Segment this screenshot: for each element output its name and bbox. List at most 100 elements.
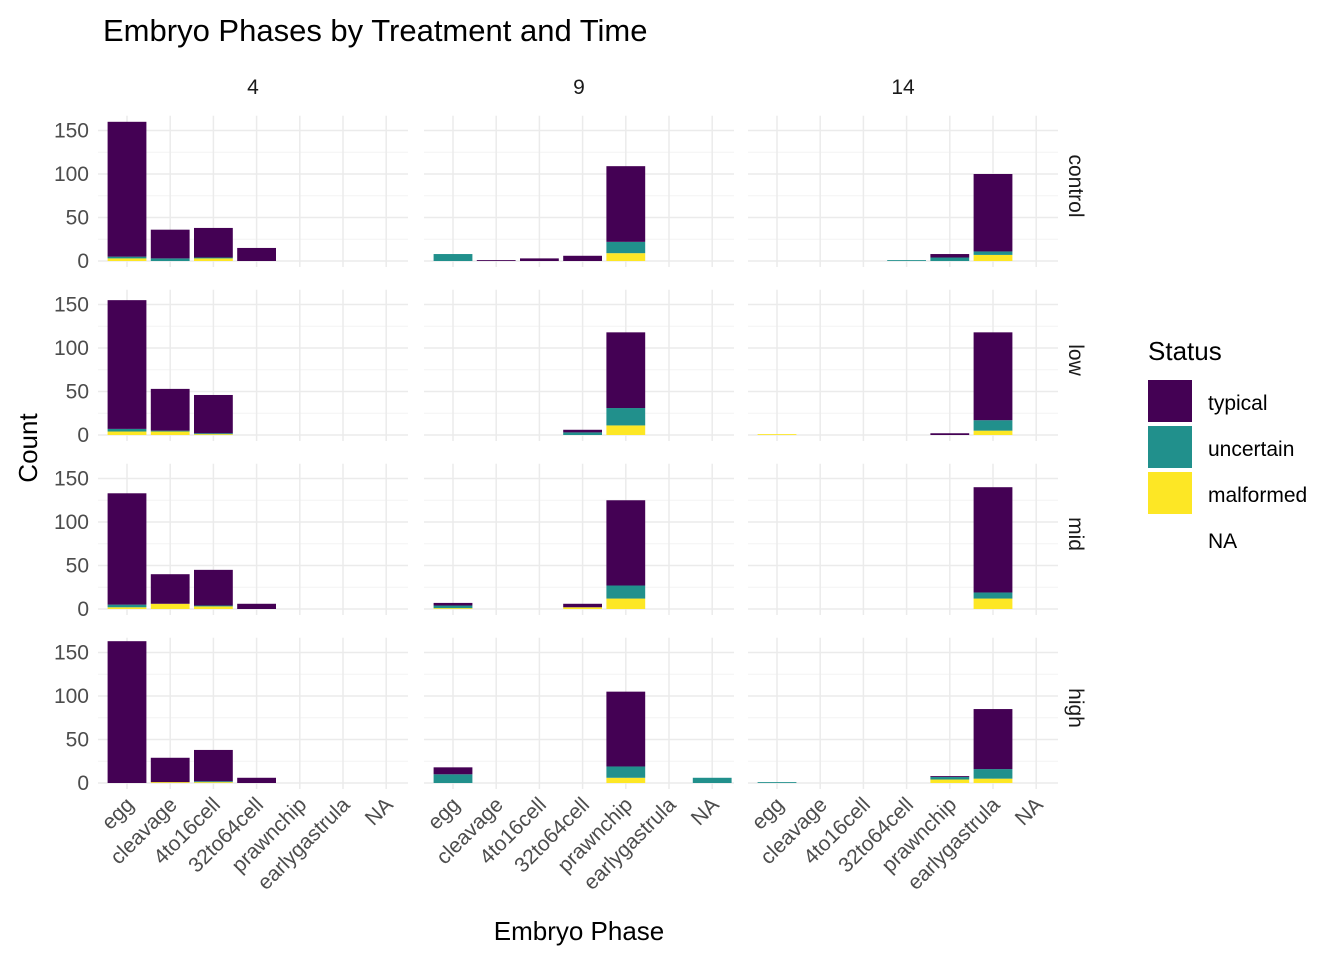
bar-segment-typical [520,258,559,261]
bar-segment-uncertain [433,605,473,609]
legend-label: malformed [1208,484,1307,507]
bar-segment-typical [107,300,147,429]
bar-segment-malformed [194,434,233,435]
bar-layer [107,121,1013,783]
bar-segment-uncertain [150,258,190,261]
y-tick-label: 50 [66,207,89,230]
facet-row-label: low [1064,344,1087,376]
bar-segment-typical [563,603,602,608]
bar-segment-uncertain [930,776,970,780]
bar-segment-uncertain [606,585,646,599]
y-tick-label: 100 [54,685,89,708]
bar-segment-typical [563,255,602,261]
bar-segment-uncertain [433,254,473,261]
bar-segment-malformed [107,431,147,435]
bar-segment-typical [476,260,516,261]
bar-segment-typical [150,388,190,431]
legend: Status typical uncertain malformed NA [1148,336,1307,560]
bar-segment-malformed [973,598,1013,609]
bar-segment-uncertain [973,251,1013,255]
bar-segment-malformed [107,607,147,609]
bar-segment-typical [194,749,233,782]
bar-segment-malformed [150,603,190,609]
bar-segment-uncertain [973,592,1013,599]
y-tick-label: 0 [77,250,89,273]
bar-segment-malformed [107,258,147,261]
bar-segment-typical [150,757,190,783]
bar-segment-malformed [930,779,970,783]
bar-segment-malformed [194,258,233,261]
bar-segment-typical [973,332,1013,421]
facet-column-label: 14 [891,76,915,99]
bar-segment-malformed [150,782,190,783]
bar-segment-malformed [433,608,473,609]
grid-layer [98,115,1058,789]
bar-segment-uncertain [433,774,473,783]
bar-segment-uncertain [606,408,646,426]
y-tick-label: 50 [66,381,89,404]
bar-segment-malformed [973,254,1013,261]
bar-segment-typical [194,394,233,434]
bar-segment-typical [194,569,233,606]
bar-segment-uncertain [194,433,233,435]
y-tick-label: 0 [77,424,89,447]
bar-segment-typical [973,174,1013,252]
bar-segment-malformed [606,598,646,609]
bar-segment-uncertain [692,777,732,783]
bar-segment-typical [237,247,276,261]
bar-segment-typical [237,777,276,783]
legend-label: typical [1208,392,1268,415]
facet-column-label: 9 [573,76,585,99]
bar-segment-malformed [757,434,797,435]
y-tick-label: 150 [54,468,89,491]
bar-segment-malformed [973,778,1013,783]
bar-segment-uncertain [194,605,233,607]
y-tick-label: 100 [54,337,89,360]
bar-segment-uncertain [757,782,797,783]
legend-swatch-typical [1148,380,1192,422]
bar-segment-typical [433,767,473,775]
bar-segment-malformed [150,431,190,435]
bar-segment-uncertain [150,430,190,432]
facet-row-label: mid [1064,517,1087,551]
bar-segment-malformed [606,425,646,435]
bar-segment-typical [107,641,147,783]
bar-segment-typical [606,332,646,409]
legend-title: Status [1148,336,1222,366]
bar-segment-malformed [606,253,646,261]
bar-segment-typical [150,229,190,259]
bar-segment-uncertain [606,241,646,254]
y-tick-label: 50 [66,729,89,752]
y-tick-label: 0 [77,598,89,621]
bar-segment-typical [606,500,646,586]
bar-segment-uncertain [107,604,147,608]
bar-segment-typical [930,254,970,258]
bar-segment-uncertain [973,769,1013,779]
bar-segment-typical [606,691,646,767]
y-tick-label: 150 [54,120,89,143]
x-tick-label: NA [361,793,398,830]
bar-segment-typical [107,121,147,257]
y-tick-label: 150 [54,294,89,317]
bar-segment-uncertain [563,432,602,435]
bar-segment-malformed [194,782,233,783]
bar-segment-uncertain [194,257,233,259]
y-tick-label: 0 [77,772,89,795]
bar-segment-typical [433,602,473,606]
legend-swatch-uncertain [1148,426,1192,468]
bar-segment-malformed [606,777,646,783]
bar-segment-uncertain [930,257,970,261]
bar-segment-malformed [973,430,1013,435]
y-axis-title: Count [13,413,43,483]
bar-segment-typical [194,227,233,258]
bar-segment-uncertain [107,428,147,432]
y-tick-label: 100 [54,163,89,186]
bar-segment-uncertain [194,781,233,783]
facet-column-label: 4 [247,76,259,99]
bar-segment-malformed [563,607,602,609]
bar-segment-typical [606,166,646,242]
legend-label: uncertain [1208,438,1294,461]
bar-segment-typical [930,776,970,777]
x-tick-label: NA [1011,793,1048,830]
